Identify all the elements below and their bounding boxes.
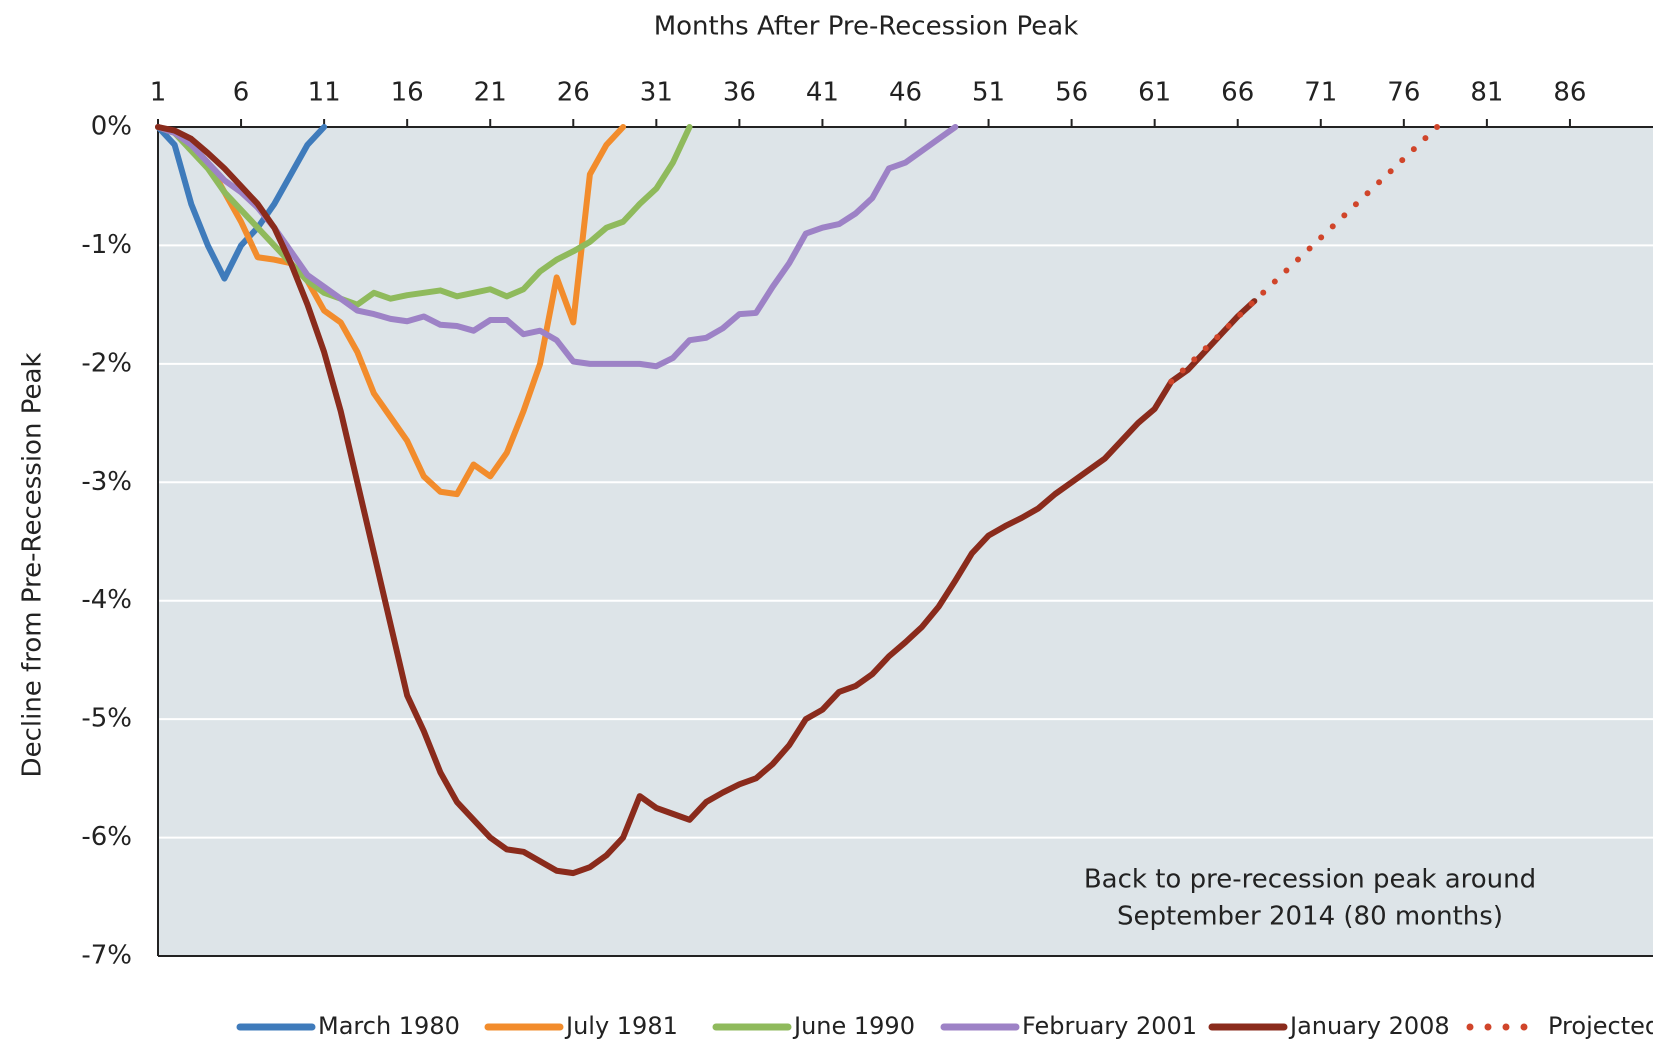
x-tick-label: 41 (806, 78, 839, 108)
plot-area (158, 127, 1653, 956)
x-tick-label: 71 (1304, 78, 1337, 108)
x-tick-label: 61 (1138, 78, 1171, 108)
x-tick-label: 81 (1470, 78, 1503, 108)
x-tick-label: 46 (889, 78, 922, 108)
legend-label: March 1980 (318, 1012, 460, 1040)
series-line (155, 124, 1258, 877)
y-tick-label: -5% (81, 704, 132, 734)
y-tick-label: -4% (81, 585, 132, 615)
annotation: Back to pre-recession peak around (1084, 865, 1536, 895)
x-tick-label: 1 (150, 78, 167, 108)
series-line (155, 124, 693, 308)
series-line (155, 124, 959, 370)
y-tick-label: -1% (81, 230, 132, 260)
y-tick-label: -3% (81, 467, 132, 497)
x-tick-label: 56 (1055, 78, 1088, 108)
x-tick-label: 36 (723, 78, 756, 108)
y-tick-label: -2% (81, 348, 132, 378)
legend-label: July 1981 (564, 1012, 678, 1040)
x-tick-label: 51 (972, 78, 1005, 108)
x-axis-title: Months After Pre-Recession Peak (654, 12, 1079, 42)
y-tick-label: -6% (81, 822, 132, 852)
x-tick-label: 26 (557, 78, 590, 108)
x-tick-label: 86 (1553, 78, 1586, 108)
series-line (155, 124, 328, 282)
x-tick-label: 6 (233, 78, 250, 108)
legend-label: February 2001 (1022, 1012, 1197, 1040)
x-tick-label: 76 (1387, 78, 1420, 108)
y-tick-label: -7% (81, 941, 132, 971)
y-axis-title: Decline from Pre-Recession Peak (18, 353, 48, 778)
x-tick-label: 66 (1221, 78, 1254, 108)
x-tick-label: 31 (640, 78, 673, 108)
legend-label: June 1990 (792, 1012, 915, 1040)
x-tick-label: 11 (308, 78, 341, 108)
annotation: September 2014 (80 months) (1117, 902, 1503, 932)
legend-label: Projected (1548, 1012, 1653, 1040)
y-tick-label: 0% (91, 112, 132, 142)
legend-label: January 2008 (1288, 1012, 1450, 1040)
x-tick-label: 16 (391, 78, 424, 108)
x-tick-label: 21 (474, 78, 507, 108)
